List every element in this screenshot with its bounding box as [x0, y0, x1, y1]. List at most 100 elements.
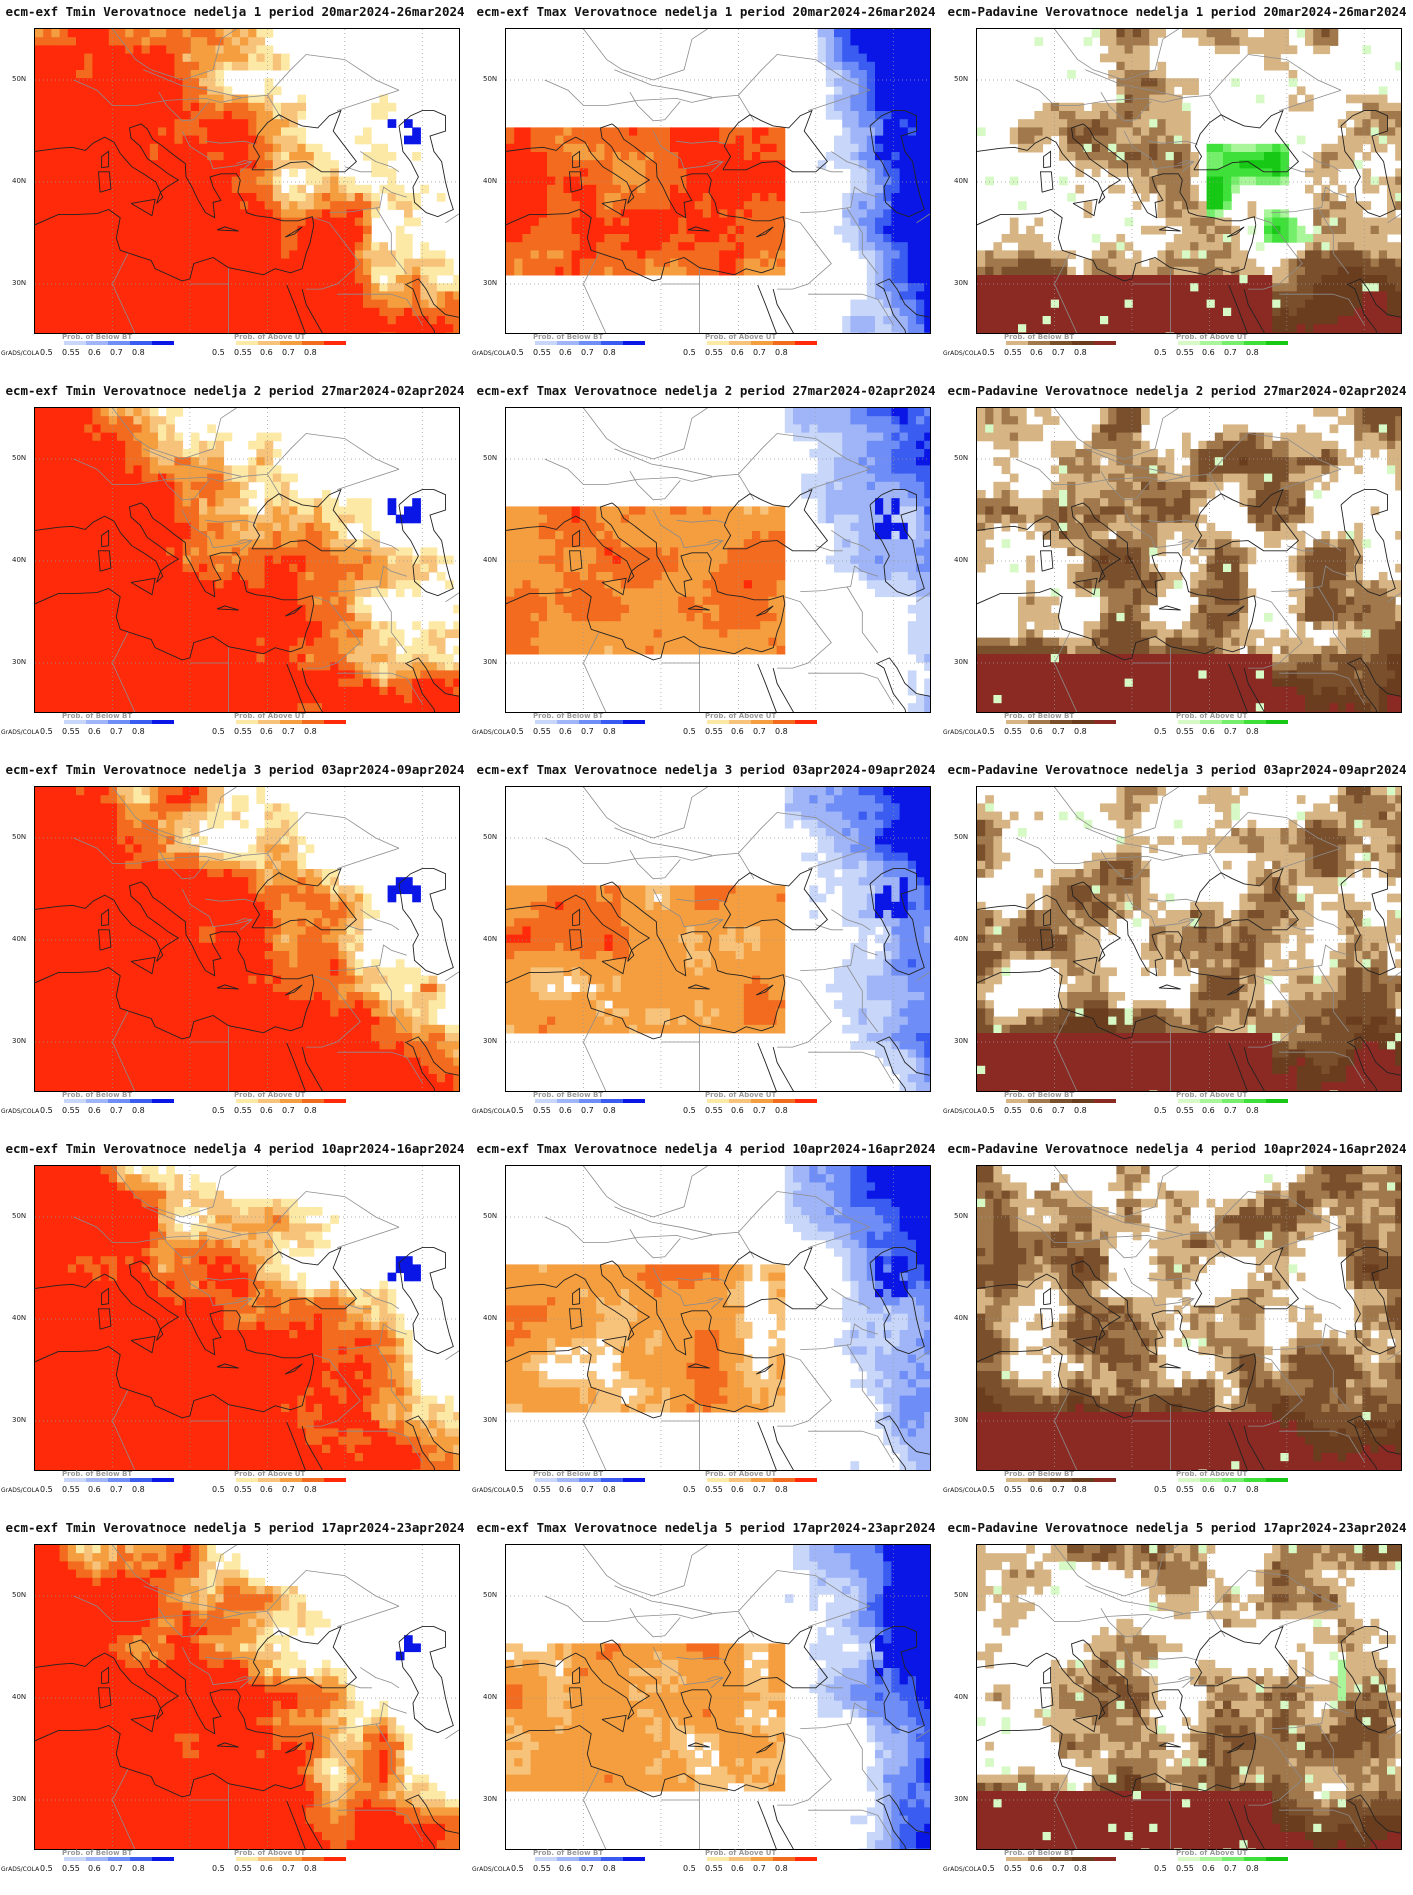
- legend-tick-label: 0.6: [1030, 348, 1052, 357]
- legend-swatch: [130, 720, 152, 724]
- y-tick-label: 30N: [954, 279, 968, 287]
- coastlines: [35, 109, 459, 333]
- legend-tick-label: 0.5: [683, 1106, 705, 1115]
- probability-map: [506, 29, 930, 333]
- legend-swatch: [1094, 720, 1116, 724]
- legend-tick-label: 0.8: [132, 1864, 154, 1873]
- legend-tick-label: 0.55: [62, 1485, 88, 1494]
- legend-swatch: [623, 1857, 645, 1861]
- legend-swatch: [324, 720, 346, 724]
- legend-swatch: [236, 1099, 258, 1103]
- y-tick-label: 40N: [483, 935, 497, 943]
- country-borders: [73, 787, 459, 1091]
- legend-swatch: [1028, 341, 1050, 345]
- legend-title: Prob. of Above UT: [234, 712, 305, 720]
- legend-tick-label: 0.6: [1202, 727, 1224, 736]
- legend-swatch: [130, 1857, 152, 1861]
- legend-swatch: [152, 1857, 174, 1861]
- legend-title: Prob. of Above UT: [705, 1091, 776, 1099]
- legend-swatch: [1244, 1857, 1266, 1861]
- legend-swatch: [1006, 1478, 1028, 1482]
- legend-tick-label: 0.8: [603, 1864, 625, 1873]
- legend-tick-label: 0.6: [1030, 727, 1052, 736]
- probability-field: [35, 408, 459, 712]
- y-tick-label: 50N: [954, 833, 968, 841]
- probability-map: [977, 1166, 1401, 1470]
- legend-title: Prob. of Below BT: [533, 1470, 603, 1478]
- legend-tick-label: 0.5: [212, 348, 234, 357]
- legend-swatch: [557, 341, 579, 345]
- graticule: [506, 787, 930, 1091]
- panel-title: ecm-exf Tmax Verovatnoce nedelja 5 perio…: [471, 1520, 941, 1535]
- map-panel-tmax-week-1: ecm-exf Tmax Verovatnoce nedelja 1 perio…: [471, 0, 941, 379]
- map-frame: [505, 1544, 931, 1850]
- country-borders: [73, 408, 459, 712]
- coastlines: [977, 488, 1401, 712]
- legend-tick-label: 0.55: [234, 348, 260, 357]
- legend-swatch: [152, 1099, 174, 1103]
- legend-swatch: [751, 1099, 773, 1103]
- probability-field: [506, 787, 930, 1091]
- legend-tick-label: 0.5: [683, 348, 705, 357]
- legend-tick-label: 0.55: [1176, 1106, 1202, 1115]
- color-legend: GrADS/COLA Prob. of Below BT 0.5 0.55 0.6 0.7…: [942, 1470, 1412, 1513]
- legend-title: Prob. of Above UT: [1176, 712, 1247, 720]
- legend-swatch: [1244, 1099, 1266, 1103]
- y-tick-label: 40N: [12, 556, 26, 564]
- legend-tick-label: 0.7: [110, 1485, 132, 1494]
- legend-swatch: [795, 720, 817, 724]
- legend-swatch: [1178, 341, 1200, 345]
- probability-map: [506, 787, 930, 1091]
- legend-swatch: [623, 1478, 645, 1482]
- map-panel-precip-week-2: ecm-Padavine Verovatnoce nedelja 2 perio…: [942, 379, 1412, 758]
- legend-swatch: [214, 720, 236, 724]
- legend-tick-label: 0.5: [1154, 1864, 1176, 1873]
- legend-title: Prob. of Below BT: [1004, 1849, 1074, 1857]
- legend-ticks: 0.5 0.55 0.6 0.7 0.8: [982, 348, 1096, 357]
- legend-tick-label: 0.55: [1176, 727, 1202, 736]
- legend-ticks: 0.5 0.55 0.6 0.7 0.8: [982, 727, 1096, 736]
- graticule: [977, 1166, 1401, 1470]
- country-borders: [1015, 29, 1401, 333]
- legend-swatch: [1094, 1478, 1116, 1482]
- legend-swatch: [601, 341, 623, 345]
- legend-tick-label: 0.8: [304, 1106, 326, 1115]
- legend-tick-label: 0.8: [1246, 1864, 1268, 1873]
- legend-swatch: [513, 1099, 535, 1103]
- legend-tick-label: 0.5: [982, 1106, 1004, 1115]
- y-tick-label: 50N: [483, 75, 497, 83]
- legend-color-bar: [1156, 1857, 1288, 1861]
- color-legend: GrADS/COLA Prob. of Below BT 0.5 0.55 0.6 0.7…: [471, 333, 941, 376]
- legend-ticks: 0.5 0.55 0.6 0.7 0.8: [40, 348, 154, 357]
- legend-swatch: [1028, 1478, 1050, 1482]
- legend-tick-label: 0.5: [982, 727, 1004, 736]
- legend-tick-label: 0.6: [260, 1106, 282, 1115]
- y-tick-label: 50N: [954, 454, 968, 462]
- legend-tick-label: 0.7: [1224, 348, 1246, 357]
- legend-swatch: [579, 1099, 601, 1103]
- legend-tick-label: 0.55: [1176, 1485, 1202, 1494]
- grads-credit: GrADS/COLA: [943, 1108, 981, 1115]
- legend-swatch: [324, 341, 346, 345]
- legend-ticks: 0.5 0.55 0.6 0.7 0.8: [212, 348, 326, 357]
- legend-title: Prob. of Below BT: [62, 1470, 132, 1478]
- probability-field: [506, 1166, 930, 1470]
- legend-ticks: 0.5 0.55 0.6 0.7 0.8: [212, 1864, 326, 1873]
- legend-swatch: [108, 1099, 130, 1103]
- probability-field: [506, 408, 930, 712]
- legend-tick-label: 0.5: [511, 727, 533, 736]
- legend-ticks: 0.5 0.55 0.6 0.7 0.8: [1154, 1485, 1268, 1494]
- legend-tick-label: 0.55: [1004, 1106, 1030, 1115]
- legend-tick-label: 0.6: [260, 1485, 282, 1494]
- legend-tick-label: 0.5: [212, 1485, 234, 1494]
- legend-tick-label: 0.5: [212, 1106, 234, 1115]
- probability-map: [35, 1545, 459, 1849]
- legend-swatch: [685, 1099, 707, 1103]
- legend-swatch: [1050, 1099, 1072, 1103]
- legend-tick-label: 0.8: [603, 348, 625, 357]
- y-tick-label: 50N: [12, 454, 26, 462]
- legend-swatch: [108, 1478, 130, 1482]
- legend-swatch: [64, 341, 86, 345]
- legend-tick-label: 0.7: [753, 1485, 775, 1494]
